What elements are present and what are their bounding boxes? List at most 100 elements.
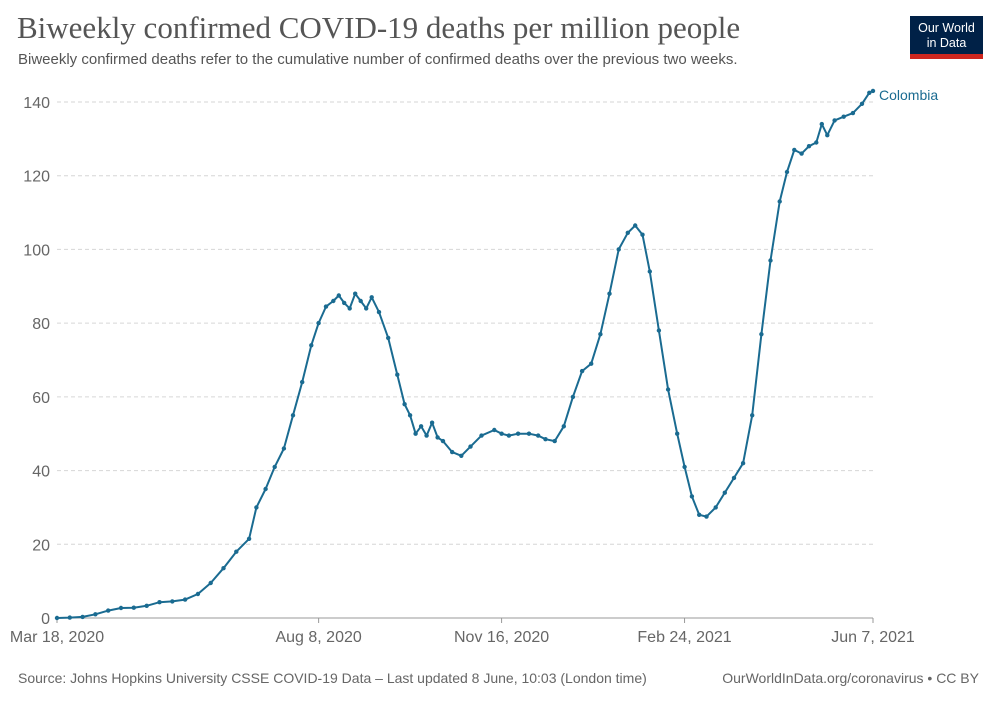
series-line-colombia[interactable]: [56, 90, 874, 619]
data-point[interactable]: [418, 424, 424, 429]
data-point[interactable]: [80, 614, 85, 620]
data-point[interactable]: [468, 444, 473, 449]
data-point[interactable]: [195, 591, 201, 597]
data-point[interactable]: [54, 615, 60, 621]
data-point[interactable]: [825, 133, 830, 138]
data-point[interactable]: [369, 295, 374, 300]
data-point[interactable]: [182, 597, 188, 602]
data-point[interactable]: [157, 600, 162, 605]
data-point[interactable]: [731, 475, 737, 481]
data-point[interactable]: [740, 461, 746, 466]
data-point[interactable]: [506, 433, 512, 438]
data-point[interactable]: [792, 147, 797, 153]
data-point[interactable]: [450, 449, 455, 455]
data-point[interactable]: [543, 437, 548, 442]
data-point[interactable]: [870, 88, 876, 94]
data-point[interactable]: [750, 413, 755, 418]
data-point[interactable]: [413, 431, 418, 436]
data-point[interactable]: [342, 300, 347, 306]
data-point[interactable]: [300, 379, 305, 385]
data-point[interactable]: [647, 269, 652, 274]
data-point[interactable]: [722, 490, 727, 495]
data-point[interactable]: [570, 394, 576, 400]
data-point[interactable]: [704, 514, 709, 519]
data-point[interactable]: [424, 433, 429, 438]
data-point[interactable]: [598, 332, 603, 337]
data-point[interactable]: [713, 505, 718, 510]
data-point[interactable]: [616, 247, 621, 252]
data-point[interactable]: [358, 298, 363, 304]
data-point[interactable]: [402, 402, 407, 407]
data-point[interactable]: [208, 580, 213, 586]
data-point[interactable]: [316, 320, 321, 326]
data-point[interactable]: [640, 232, 645, 237]
data-point[interactable]: [386, 335, 391, 341]
data-point[interactable]: [526, 431, 532, 436]
data-point[interactable]: [170, 599, 175, 604]
data-point[interactable]: [536, 433, 541, 438]
data-point[interactable]: [263, 486, 268, 492]
data-point[interactable]: [806, 144, 812, 149]
data-point[interactable]: [759, 332, 764, 337]
data-point[interactable]: [331, 298, 336, 304]
data-point[interactable]: [323, 304, 329, 309]
data-point[interactable]: [859, 101, 865, 107]
data-point[interactable]: [625, 230, 630, 235]
data-point[interactable]: [697, 512, 702, 517]
source-note[interactable]: Source: Johns Hopkins University CSSE CO…: [18, 670, 647, 686]
data-point[interactable]: [819, 121, 824, 127]
series-label[interactable]: Colombia: [879, 87, 938, 103]
data-point[interactable]: [665, 387, 671, 392]
data-point[interactable]: [246, 536, 252, 541]
data-point[interactable]: [633, 223, 638, 228]
data-point[interactable]: [656, 328, 662, 333]
data-point[interactable]: [221, 566, 226, 571]
data-point[interactable]: [867, 90, 872, 96]
data-point[interactable]: [492, 427, 497, 433]
data-point[interactable]: [459, 453, 464, 458]
credit-link[interactable]: OurWorldInData.org/coronavirus • CC BY: [722, 670, 979, 686]
data-point[interactable]: [552, 438, 557, 444]
data-point[interactable]: [499, 431, 504, 436]
data-point[interactable]: [435, 435, 440, 440]
data-point[interactable]: [407, 413, 413, 418]
data-point[interactable]: [254, 505, 259, 510]
data-point[interactable]: [290, 413, 296, 418]
data-point[interactable]: [515, 431, 521, 436]
data-point[interactable]: [440, 438, 446, 444]
owid-logo[interactable]: Our World in Data: [910, 16, 983, 59]
data-point[interactable]: [93, 612, 98, 617]
data-point[interactable]: [768, 258, 773, 263]
data-point[interactable]: [106, 608, 111, 613]
data-point[interactable]: [144, 603, 149, 608]
data-point[interactable]: [309, 343, 314, 348]
data-point[interactable]: [579, 368, 585, 374]
data-point[interactable]: [682, 464, 687, 470]
data-point[interactable]: [799, 151, 804, 156]
data-point[interactable]: [347, 306, 352, 311]
data-point[interactable]: [675, 431, 680, 436]
data-point[interactable]: [429, 420, 435, 425]
data-point[interactable]: [814, 140, 819, 145]
data-point[interactable]: [395, 372, 400, 377]
data-point[interactable]: [784, 169, 790, 175]
data-point[interactable]: [353, 291, 358, 296]
data-point[interactable]: [589, 361, 594, 366]
data-point[interactable]: [364, 306, 369, 311]
data-point[interactable]: [272, 464, 277, 470]
data-point[interactable]: [234, 549, 239, 554]
data-point[interactable]: [561, 424, 566, 429]
data-point[interactable]: [689, 494, 695, 499]
data-point[interactable]: [607, 291, 612, 296]
data-point[interactable]: [281, 446, 287, 451]
data-point[interactable]: [850, 110, 856, 116]
data-point[interactable]: [118, 605, 124, 611]
data-point[interactable]: [777, 199, 782, 204]
data-point[interactable]: [479, 433, 484, 438]
data-point[interactable]: [131, 605, 136, 610]
data-point[interactable]: [67, 615, 73, 620]
data-point[interactable]: [336, 293, 341, 298]
data-point[interactable]: [832, 118, 837, 123]
data-point[interactable]: [376, 309, 382, 315]
data-point[interactable]: [841, 114, 846, 119]
